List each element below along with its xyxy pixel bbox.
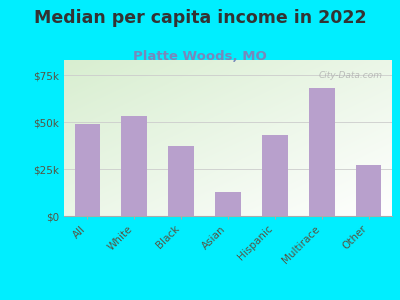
Bar [262, 135, 288, 216]
Text: Median per capita income in 2022: Median per capita income in 2022 [34, 9, 366, 27]
Bar [356, 165, 382, 216]
Text: City-Data.com: City-Data.com [318, 71, 382, 80]
Bar [168, 146, 194, 216]
Bar [74, 124, 100, 216]
Bar [122, 116, 147, 216]
Text: Platte Woods, MO: Platte Woods, MO [133, 50, 267, 62]
Bar [215, 192, 241, 216]
Bar [309, 88, 334, 216]
